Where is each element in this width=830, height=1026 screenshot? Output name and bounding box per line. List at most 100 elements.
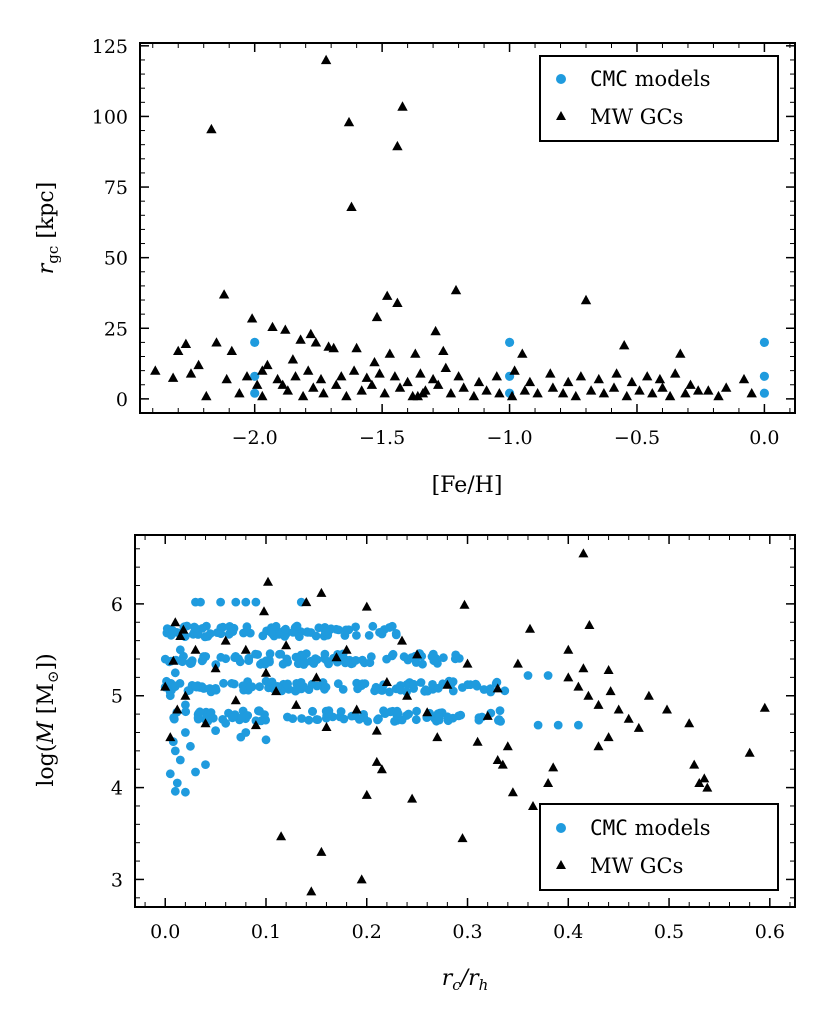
mw-gc-point [290,371,301,381]
mw-gc-point [433,379,444,389]
cmc-model-point [380,709,390,718]
mw-gc-point [376,764,387,774]
cmc-model-point [543,671,553,680]
mw-gc-point [234,388,245,398]
cmc-model-point [195,707,205,717]
mw-gc-point [297,390,309,401]
cmc-model-point [416,678,426,687]
x-tick-label: 0.1 [251,921,281,943]
mw-gc-point [310,337,322,347]
x-tick-label: 0.2 [352,921,382,943]
cmc-model-point [282,680,292,690]
mw-gc-point [492,755,503,764]
cmc-model-point [258,631,268,641]
mw-gc-point [180,338,192,348]
cmc-model-point [333,679,343,689]
mw-gc-point [281,640,292,650]
cmc-model-point [198,624,207,633]
mw-gc-point [412,649,423,659]
cmc-model-point [265,649,275,659]
cmc-model-point [241,728,251,737]
mw-gc-point [689,759,700,769]
cmc-model-point [324,706,334,716]
cmc-model-point [336,707,346,716]
mw-gc-point [397,101,408,111]
x-axis-label-bottom: rc/rh [442,966,489,994]
cmc-model-point [759,388,770,398]
mw-gc-point [497,759,508,769]
plot-area-bottom [160,548,770,896]
mw-gc-point [675,348,686,358]
mw-gc-point [276,831,287,841]
mw-gc-point [165,732,176,742]
mw-gc-point [356,874,367,884]
mw-gc-point [563,376,574,387]
cmc-model-point [186,741,195,751]
mw-gc-point [173,345,184,355]
mw-gc-point [382,290,393,300]
mw-gc-point [693,385,704,395]
mw-gc-point [532,388,543,398]
cmc-model-point [191,767,200,777]
mw-gc-point [346,201,357,211]
mw-gc-point [331,652,342,662]
x-tick-label: 0.3 [452,921,482,943]
x-tick-label: −1.0 [486,427,532,449]
mw-gc-point [432,732,443,742]
cmc-model-point [201,760,210,769]
cmc-model-point [533,720,543,730]
mw-gc-point [494,388,505,398]
mw-gc-point [308,382,319,392]
cmc-model-point [256,716,266,726]
mw-gc-point [341,644,352,654]
cmc-model-point [432,716,441,726]
cmc-model-point [358,679,367,689]
mw-gc-point [491,371,502,381]
mw-gc-point [626,376,638,387]
cmc-model-point [421,685,431,695]
cmc-model-point [393,709,403,718]
cmc-model-point [407,653,416,663]
cmc-model-point [245,682,255,692]
mw-gc-point [721,382,732,392]
mw-gc-point [603,665,614,674]
mw-gc-point [575,371,587,381]
y-tick-label: 25 [104,318,128,340]
cmc-model-point [443,712,452,722]
mw-gc-point [563,644,574,654]
mw-gc-point [634,385,645,395]
cmc-model-point [175,645,185,655]
mw-gc-point [394,382,406,392]
y-tick-label: 100 [92,106,128,128]
x-tick-label: 0.5 [654,921,684,943]
mw-gc-point [738,373,750,384]
mw-gc-point [547,382,559,392]
panel-mass-vs-core-radius: 0.0 0.1 0.2 0.3 0.4 0.5 0.6 3 4 5 6 CMC models MW … [34,534,796,994]
legend-mw-label: MW GCs [590,854,683,878]
legend-mw-marker [556,860,566,869]
mw-gc-point [301,597,312,607]
cmc-model-point [281,624,290,634]
mw-gc-point [369,357,380,367]
mw-gc-point [662,704,672,714]
cmc-model-point [288,714,298,723]
cmc-model-point [339,714,349,724]
cmc-model-point [352,631,361,640]
mw-gc-point [316,587,327,597]
mw-gc-point [410,348,421,358]
mw-gc-point [557,388,569,398]
y-axis-label-bottom: log(M [M⊙]) [34,653,62,786]
mw-gc-point [481,385,492,395]
mw-gc-point [178,624,189,634]
mw-gc-point [277,379,288,389]
mw-gc-point [517,348,528,358]
cmc-model-point [412,706,421,716]
cmc-model-point [320,649,330,659]
cmc-model-point [320,627,330,636]
cmc-model-point [172,778,182,788]
cmc-model-point [388,649,398,659]
cmc-model-point [169,714,179,724]
mw-gc-point [442,679,453,689]
mw-gc-point [621,390,632,401]
mw-gc-point [246,313,258,323]
